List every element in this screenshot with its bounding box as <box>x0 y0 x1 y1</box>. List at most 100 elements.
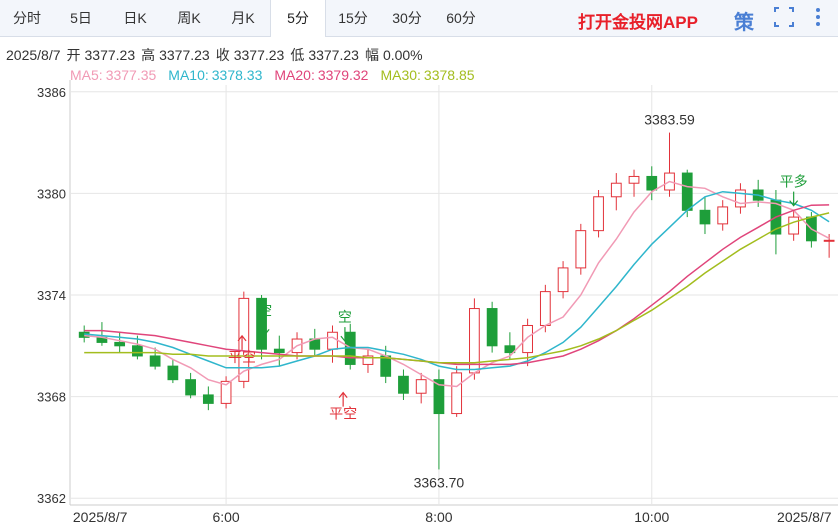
candle-body <box>610 182 622 198</box>
candle-body <box>593 196 604 232</box>
legend-name: MA10: <box>168 67 209 83</box>
candle-body <box>451 372 463 415</box>
x-tick-label: 8:00 <box>425 509 452 525</box>
candle-body <box>114 341 126 347</box>
signal-arrow-head <box>237 334 247 342</box>
candle-body <box>132 345 143 357</box>
info-value: 3377.23 <box>159 47 210 63</box>
info-label: 高 <box>141 47 156 63</box>
signal-arrow-head <box>338 391 348 399</box>
signal-label: 平空 <box>329 406 357 422</box>
signal-label: 平多 <box>780 174 808 190</box>
signal-arrow-head <box>340 335 350 343</box>
candle-body <box>735 189 746 208</box>
legend-value: 3378.85 <box>423 67 475 83</box>
x-tick-label: 6:00 <box>212 509 239 525</box>
candle-body <box>486 308 498 347</box>
legend-name: MA30: <box>380 67 421 83</box>
extreme-label: 3383.59 <box>644 112 695 128</box>
candle-body <box>256 297 267 350</box>
extreme-label: 3363.70 <box>414 474 465 490</box>
x-tick-label: 2025/8/7 <box>777 509 832 525</box>
legend-item: MA10: 3378.33 <box>168 67 262 83</box>
tab[interactable]: 分时 <box>13 10 41 26</box>
tab-bar: 分时 5日 日K 周K 月K 5分 15分 30分 60分 <box>0 0 838 37</box>
candle-body <box>681 172 693 211</box>
tab[interactable]: 15分 <box>338 10 368 26</box>
ohlc-info: 2025/8/7 开 3377.23 高 3377.23 收 3377.23 低 3377.23… <box>6 45 429 65</box>
strategy-button[interactable]: 策 <box>734 12 754 34</box>
more-icon[interactable] <box>816 8 820 26</box>
tab[interactable]: 周K <box>177 10 201 26</box>
info-label: 开 <box>66 47 81 63</box>
candle-body <box>273 348 285 354</box>
info-label: 低 <box>290 47 305 63</box>
candle-body <box>717 206 729 225</box>
tab[interactable]: 5日 <box>70 10 92 26</box>
legend-name: MA20: <box>274 67 315 83</box>
tab[interactable]: 5分 <box>270 0 326 37</box>
candle-body <box>788 216 800 235</box>
signal-label: 平空 <box>228 349 256 365</box>
ma-line <box>84 190 830 371</box>
y-tick-label: 3380 <box>37 186 66 201</box>
legend-value: 3378.33 <box>211 67 263 83</box>
info-date: 2025/8/7 <box>6 47 61 63</box>
candle-body <box>575 230 587 269</box>
candle-body <box>646 175 658 191</box>
candle-body <box>433 379 445 415</box>
candle-body <box>380 355 392 377</box>
candle-body <box>220 380 232 404</box>
candle-body <box>504 345 516 354</box>
legend-item: MA20: 3379.32 <box>274 67 368 83</box>
legend-value: 3377.35 <box>105 67 157 83</box>
candle-body <box>522 324 533 354</box>
y-tick-label: 3386 <box>37 85 66 100</box>
legend-value: 3379.32 <box>317 67 369 83</box>
info-value: 3377.23 <box>233 47 285 63</box>
legend-item: MA30: 3378.85 <box>380 67 474 83</box>
candle-body <box>327 331 338 350</box>
signal-label: 空 <box>338 309 352 325</box>
x-tick-label: 10:00 <box>634 509 669 525</box>
candle-body <box>398 375 409 394</box>
y-tick-label: 3368 <box>37 390 66 405</box>
candle-body <box>823 239 835 242</box>
candle-body <box>167 365 179 381</box>
ma-line <box>84 204 830 366</box>
y-tick-label: 3374 <box>37 288 66 303</box>
candle-body <box>415 379 427 394</box>
signal-arrow-head <box>789 200 799 207</box>
legend-name: MA5: <box>70 67 103 83</box>
tab[interactable]: 日K <box>123 10 147 26</box>
candle-body <box>238 297 250 382</box>
info-label: 收 <box>215 47 230 63</box>
info-value: 0.00% <box>382 47 423 63</box>
info-value: 3377.23 <box>308 47 359 63</box>
y-tick-label: 3362 <box>37 491 66 506</box>
candle-body <box>185 379 196 396</box>
candle-body <box>362 355 374 365</box>
tab[interactable]: 30分 <box>392 10 422 26</box>
candle-body <box>202 394 214 404</box>
x-tick-label: 2025/8/7 <box>73 509 128 525</box>
candle-body <box>539 291 551 326</box>
tab[interactable]: 月K <box>231 10 255 26</box>
legend: MA5: 3377.35 MA10: 3378.33 MA20: 3379.32 MA30:… <box>70 67 487 83</box>
info-value: 3377.23 <box>84 47 136 63</box>
signal-arrow-head <box>260 328 270 336</box>
ma-line <box>84 180 830 388</box>
signal-label: 空 <box>258 302 272 318</box>
legend-item: MA5: 3377.35 <box>70 67 156 83</box>
info-label: 幅 <box>364 47 379 63</box>
candle-body <box>699 209 711 225</box>
app-link[interactable]: 打开金投网APP <box>578 13 698 32</box>
candle-body <box>628 175 640 184</box>
ma-line <box>84 212 830 364</box>
toolbar-icons <box>774 7 820 27</box>
candle-body <box>149 355 161 367</box>
fullscreen-icon[interactable] <box>774 7 794 27</box>
tab[interactable]: 60分 <box>446 10 476 26</box>
